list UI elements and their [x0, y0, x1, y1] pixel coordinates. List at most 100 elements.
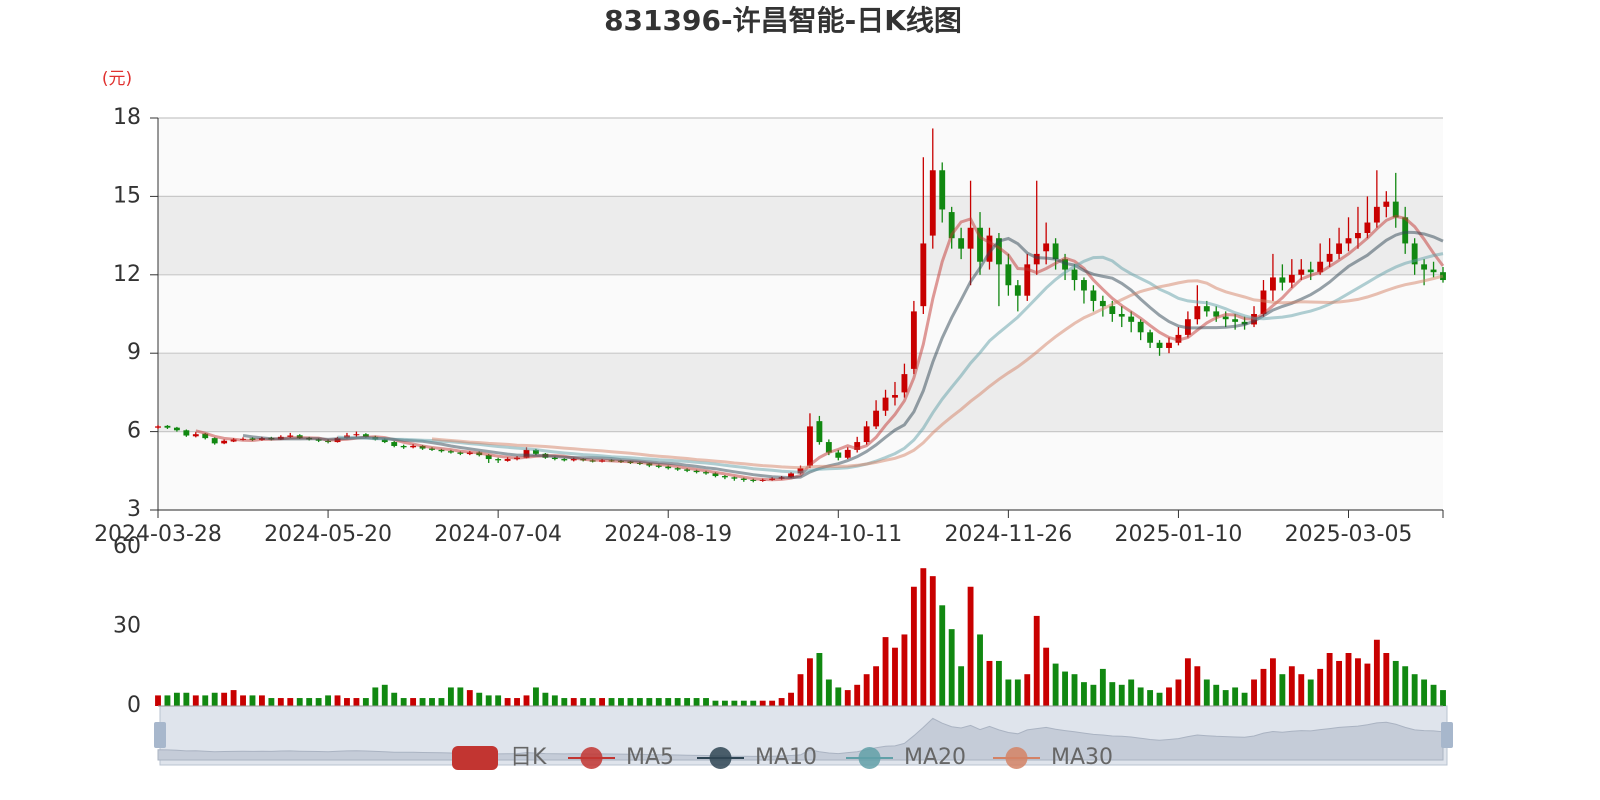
- volume-bar: [1203, 679, 1210, 706]
- volume-bar: [1326, 653, 1333, 706]
- volume-bar: [1355, 658, 1361, 706]
- volume-bar: [391, 692, 398, 706]
- chart-title: 831396-许昌智能-日K线图: [604, 4, 962, 37]
- volume-bar: [1364, 663, 1371, 706]
- volume-bar: [740, 700, 747, 706]
- legend-icon[interactable]: [858, 747, 881, 769]
- legend-label[interactable]: MA5: [626, 745, 674, 770]
- volume-bar: [854, 684, 861, 706]
- volume-tick-label: 30: [113, 614, 141, 639]
- volume-bar: [1156, 692, 1163, 706]
- volume-bar: [910, 586, 917, 706]
- y-tick-label: 3: [127, 497, 141, 522]
- candle-body: [939, 170, 946, 210]
- volume-bar: [778, 698, 785, 706]
- volume-bar: [977, 634, 983, 706]
- legend-label[interactable]: MA10: [755, 745, 817, 770]
- candle-body: [1326, 253, 1333, 262]
- y-tick-label: 9: [127, 340, 141, 365]
- volume-bar: [684, 698, 691, 706]
- ma-line: [431, 274, 1444, 470]
- volume-bar: [1336, 660, 1342, 706]
- candle-body: [986, 235, 993, 262]
- volume-bar: [533, 687, 539, 706]
- volume-bar: [693, 698, 700, 706]
- volume-bar: [287, 698, 294, 706]
- volume-bar: [1213, 684, 1220, 706]
- volume-bar: [892, 647, 898, 706]
- volume-bar: [731, 700, 738, 706]
- legend-label[interactable]: MA30: [1051, 745, 1113, 770]
- candle-body: [1307, 269, 1314, 273]
- volume-bar: [1175, 679, 1182, 706]
- candle-body: [155, 426, 161, 428]
- zoom-handle-right[interactable]: [1441, 722, 1453, 748]
- volume-bar: [523, 695, 530, 706]
- candle-body: [1147, 332, 1154, 343]
- legend[interactable]: 日K MA5 MA10 MA20 MA30: [452, 745, 1113, 770]
- data-zoom[interactable]: [154, 705, 1453, 766]
- volume-bar: [1421, 679, 1428, 706]
- candle-body: [977, 227, 983, 262]
- candle-body: [495, 459, 502, 461]
- candle-body: [1109, 306, 1116, 314]
- split-area: [158, 196, 1443, 275]
- candle-body: [901, 374, 908, 393]
- split-area: [158, 353, 1443, 432]
- y-tick-label: 12: [113, 262, 141, 287]
- candle-body: [504, 459, 511, 461]
- volume-bar: [627, 698, 634, 706]
- legend-label[interactable]: MA20: [904, 745, 966, 770]
- volume-bar: [948, 629, 955, 706]
- volume-bar: [929, 576, 936, 706]
- volume-bar: [721, 700, 728, 706]
- candle-body: [929, 170, 936, 236]
- volume-bar: [769, 700, 776, 706]
- volume-bar: [1241, 692, 1248, 706]
- volume-bar: [958, 666, 965, 706]
- candle-body: [1099, 300, 1106, 307]
- candle-body: [816, 421, 823, 443]
- candle-body: [551, 457, 558, 460]
- candle-body: [863, 426, 870, 443]
- volume-bar: [457, 687, 464, 706]
- legend-icon[interactable]: [452, 746, 498, 770]
- candle-body: [173, 427, 180, 431]
- legend-icon[interactable]: [709, 747, 732, 769]
- candle-body: [797, 468, 804, 474]
- candle-body: [1156, 342, 1163, 348]
- candle-body: [438, 449, 445, 452]
- zoom-handle-left[interactable]: [154, 722, 166, 748]
- volume-tick-label: 0: [127, 693, 141, 718]
- candle-body: [1411, 243, 1418, 265]
- volume-bar: [939, 605, 946, 706]
- x-tick-label: 2024-07-04: [434, 522, 562, 547]
- volume-bar: [703, 698, 709, 706]
- volume-bar: [599, 698, 606, 706]
- candle-body: [1166, 342, 1172, 348]
- volume-bar: [325, 695, 332, 706]
- volume-bar: [665, 698, 672, 706]
- candle-body: [684, 469, 691, 471]
- volume-bar: [1194, 666, 1201, 706]
- volume-bar: [1402, 666, 1409, 706]
- x-tick-label: 2024-05-20: [264, 522, 392, 547]
- volume-bar: [315, 698, 322, 706]
- volume-bar: [1024, 674, 1031, 706]
- volume-bar: [580, 698, 587, 706]
- volume-bar: [183, 692, 190, 706]
- volume-bar: [995, 660, 1002, 706]
- legend-label[interactable]: 日K: [510, 745, 547, 770]
- legend-icon[interactable]: [1005, 747, 1028, 769]
- volume-bar: [873, 666, 880, 706]
- volume-bar: [1430, 684, 1437, 706]
- volume-bar: [1260, 668, 1267, 706]
- volume-bar: [655, 698, 662, 706]
- candle-body: [221, 440, 228, 444]
- ma-line: [195, 214, 1445, 482]
- candle-body: [1373, 206, 1380, 223]
- volume-bar: [1222, 690, 1229, 706]
- legend-icon[interactable]: [580, 747, 603, 769]
- volume-bar: [155, 695, 161, 706]
- volume-bar: [344, 698, 350, 706]
